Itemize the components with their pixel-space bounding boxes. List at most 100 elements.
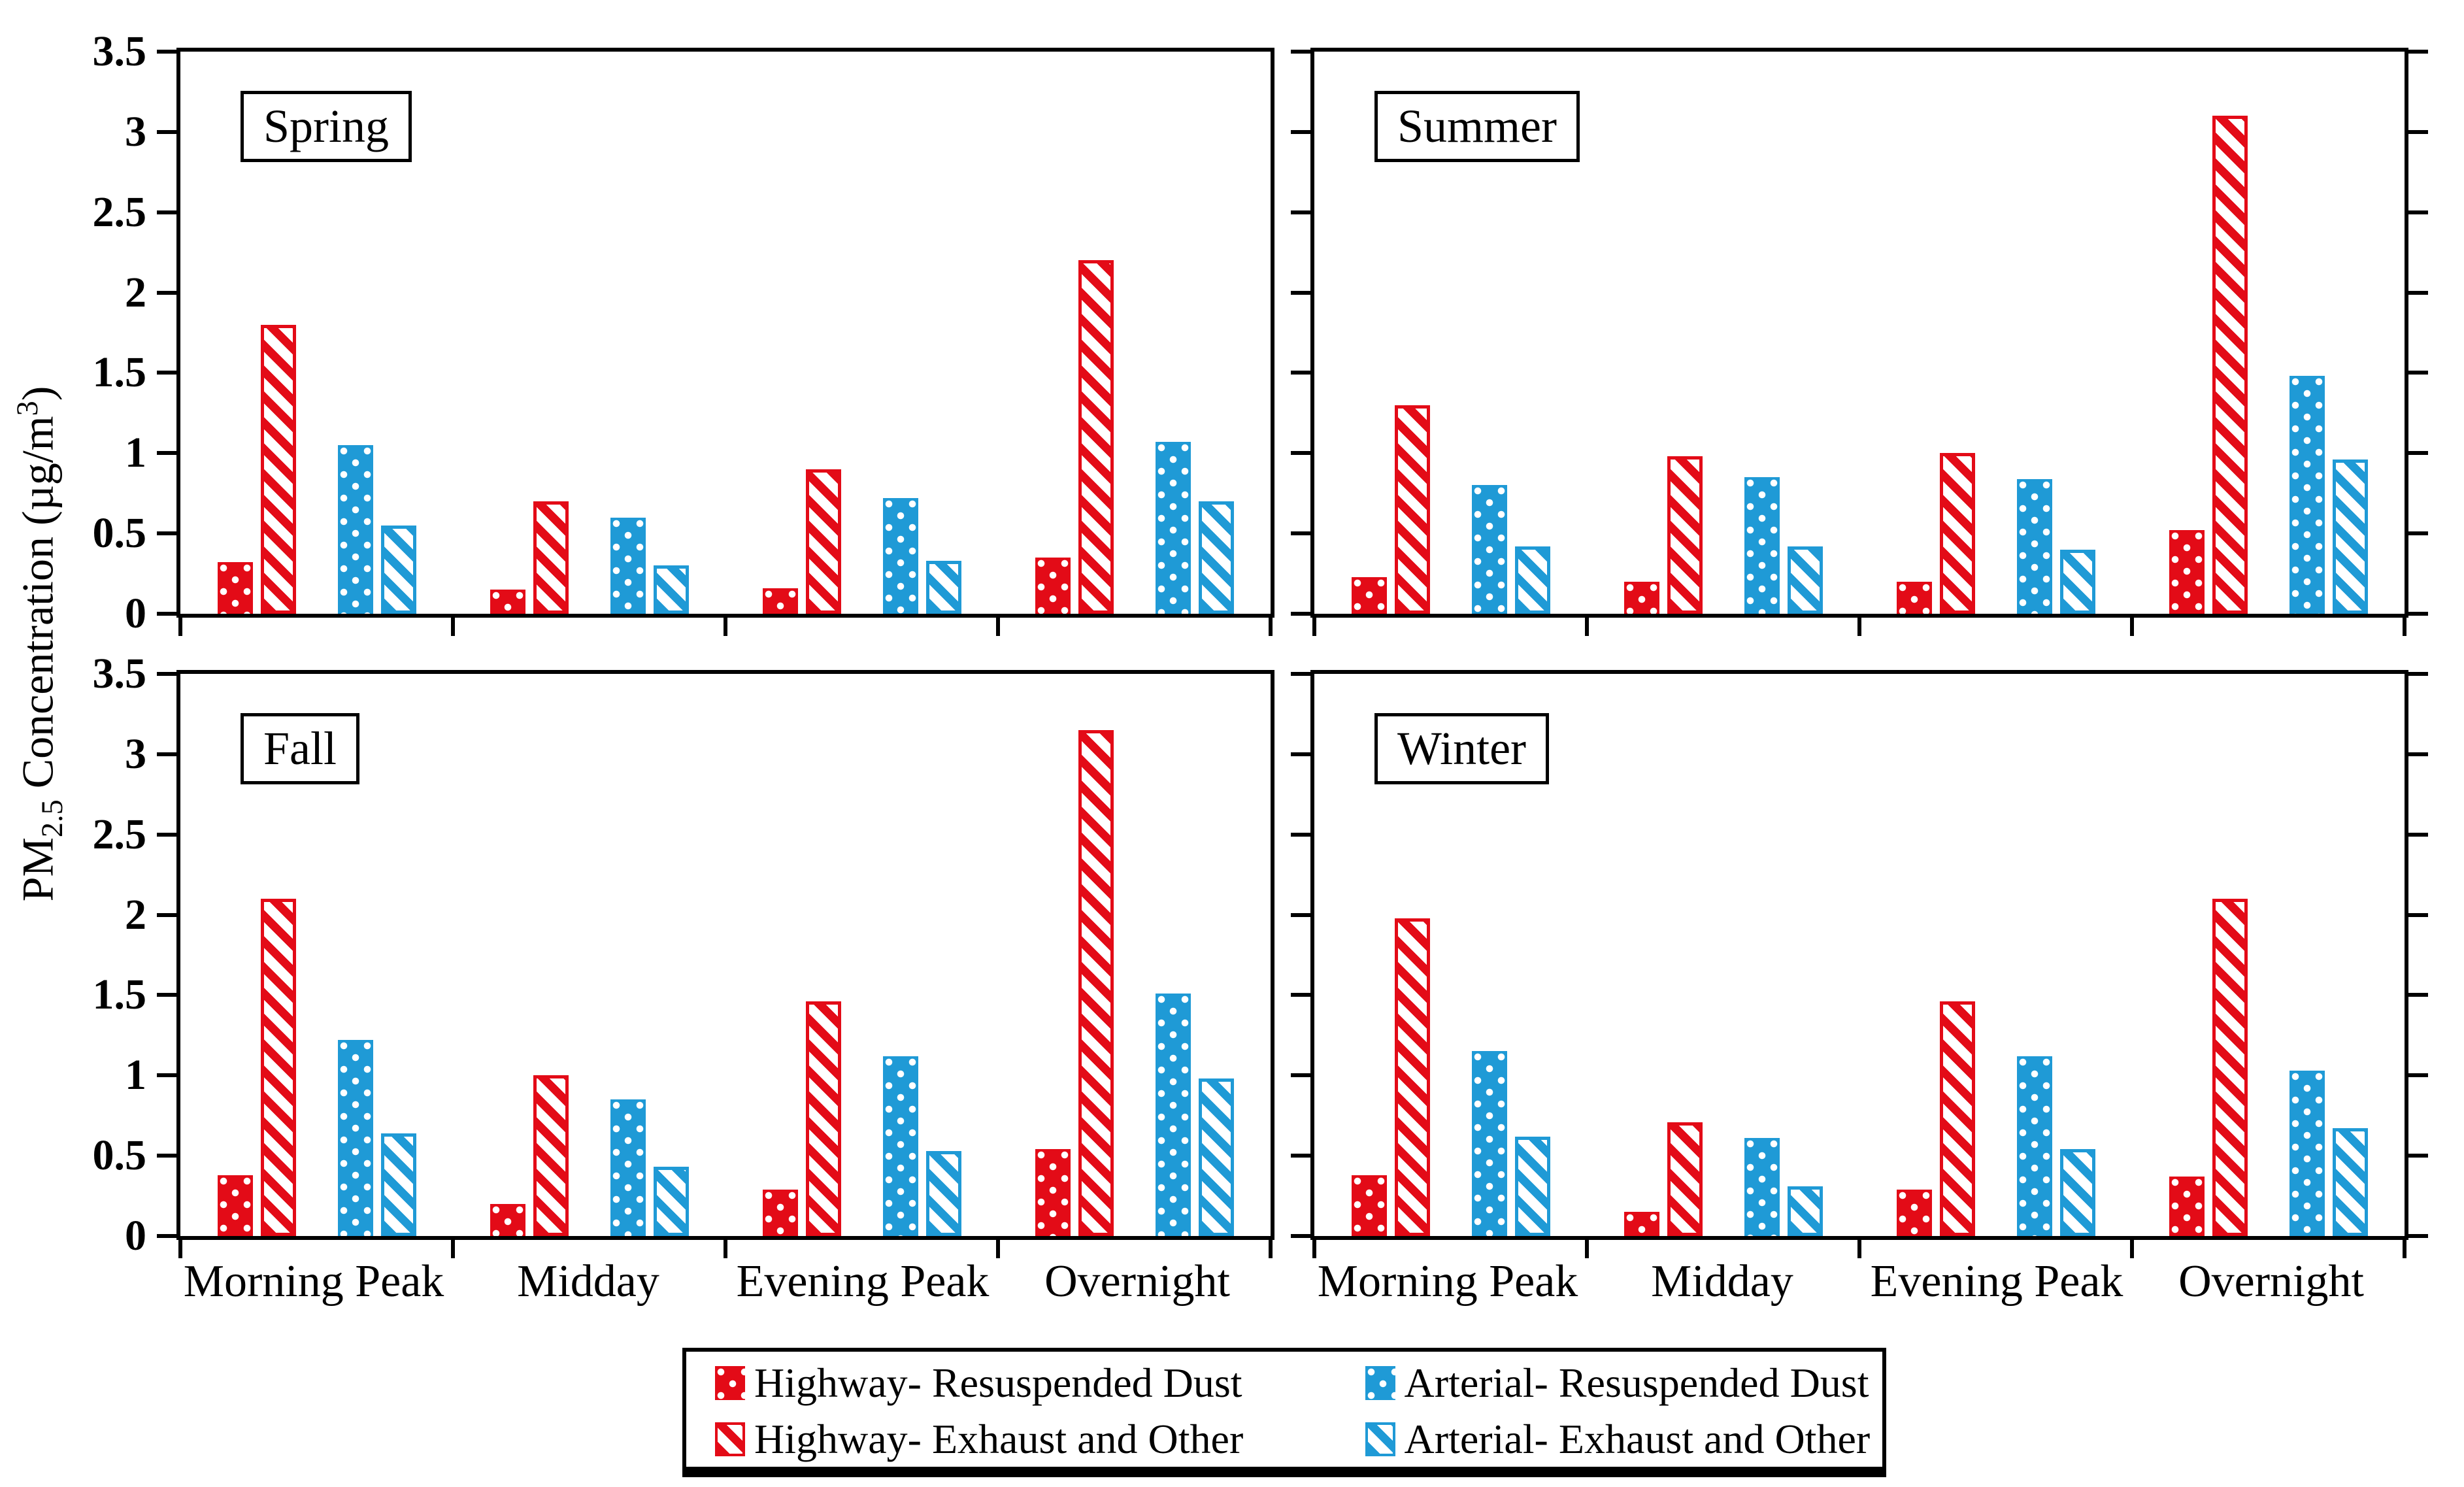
bar [1078, 730, 1114, 1236]
bar-group [725, 674, 998, 1236]
panel-fall: Fall 0 0.5 1 1.5 2 2.5 3 3.5 [93, 652, 1274, 1258]
x-tick [2130, 618, 2134, 636]
x-tick [2130, 1240, 2134, 1258]
legend-item: Arterial- Exhaust and Other [1365, 1418, 1876, 1460]
y-tick [2408, 451, 2428, 456]
y-tick [1291, 50, 1310, 54]
bar [1623, 581, 1659, 614]
y-tick [2408, 50, 2428, 54]
y-tick-label: 1.5 [92, 971, 147, 1019]
y-tick-label: 2.5 [92, 810, 147, 858]
y-tick [2408, 672, 2428, 676]
bar [610, 517, 646, 614]
bar [1896, 1189, 1932, 1236]
bar-group [1587, 52, 1859, 614]
y-tick-label: 2.5 [92, 188, 147, 236]
legend-label: Arterial- Resuspended Dust [1404, 1360, 1869, 1406]
bar-group [998, 674, 1271, 1236]
y-tick-label: 2 [125, 890, 146, 939]
bar-group [1859, 52, 2132, 614]
y-tick-label: 0.5 [92, 1131, 147, 1180]
category-label: Morning Peak [1317, 1256, 1578, 1307]
y-tick [157, 531, 176, 536]
bar [1394, 918, 1430, 1236]
category-label: Overnight [2178, 1256, 2364, 1307]
y-tick [1291, 371, 1310, 375]
y-tick [2408, 993, 2428, 997]
x-tick [178, 1240, 182, 1258]
y-tick [157, 832, 176, 837]
y-tick [1291, 531, 1310, 536]
bar [2332, 459, 2368, 614]
bar [2059, 549, 2095, 614]
plot-area [1314, 52, 2405, 614]
y-tick-label: 0 [125, 590, 146, 637]
x-tick [178, 618, 182, 636]
bar [925, 560, 961, 614]
bar [1198, 501, 1234, 614]
bar-group [1314, 52, 1587, 614]
y-tick [2408, 612, 2428, 616]
y-tick [157, 1073, 176, 1078]
x-tick [724, 1240, 727, 1258]
bar [2332, 1128, 2368, 1236]
bar [2169, 1177, 2205, 1236]
bar [653, 565, 689, 614]
y-tick [1291, 451, 1310, 456]
y-axis-title-superscript: 3 [10, 401, 44, 416]
y-tick [157, 290, 176, 295]
y-tick [2408, 371, 2428, 375]
y-tick-label: 1 [125, 429, 146, 477]
bar [1471, 485, 1507, 614]
y-tick [2408, 832, 2428, 837]
panel-spring: Spring 0 0.5 1 1.5 2 2.5 3 3.5 [93, 30, 1274, 636]
x-tick [1585, 1240, 1589, 1258]
y-tick [157, 210, 176, 214]
bar [2016, 478, 2052, 614]
category-label: Morning Peak [183, 1256, 444, 1307]
panel-summer: Summer [1291, 48, 2428, 636]
y-tick [2408, 210, 2428, 214]
y-tick [2408, 1154, 2428, 1158]
bar-group [453, 52, 725, 614]
bar [380, 525, 416, 614]
x-tick [2403, 1240, 2406, 1258]
x-tick [451, 618, 455, 636]
bar [2212, 899, 2248, 1236]
bar [2059, 1149, 2095, 1236]
bar [1896, 581, 1932, 614]
x-tick [1857, 618, 1861, 636]
bar [2016, 1056, 2052, 1236]
bar [533, 1075, 569, 1236]
y-tick [157, 50, 176, 54]
legend-swatch-arterial-dots [1365, 1366, 1395, 1400]
y-tick-label: 2 [125, 268, 146, 316]
bar [380, 1133, 416, 1236]
legend-item: Highway- Resuspended Dust [715, 1362, 1365, 1404]
bar [1351, 576, 1387, 614]
y-tick [1291, 290, 1310, 295]
bar [2289, 1070, 2325, 1236]
bar [1787, 546, 1823, 614]
category-label: Evening Peak [1870, 1256, 2123, 1307]
y-tick [2408, 752, 2428, 756]
y-tick [1291, 993, 1310, 997]
bar [805, 1001, 841, 1236]
y-tick [2408, 531, 2428, 536]
bar-group [1587, 674, 1859, 1236]
y-tick [157, 672, 176, 676]
x-tick [2403, 618, 2406, 636]
y-tick [2408, 129, 2428, 134]
panel-title-fall: Fall [241, 713, 360, 784]
y-tick [2408, 1073, 2428, 1078]
x-tick [1269, 1240, 1273, 1258]
bar [1198, 1078, 1234, 1236]
bar [337, 445, 373, 614]
bar [762, 588, 798, 614]
y-tick [2408, 290, 2428, 295]
x-tick [1857, 1240, 1861, 1258]
bar [1744, 1138, 1780, 1236]
legend-label: Highway- Resuspended Dust [754, 1360, 1242, 1406]
bar-group [1859, 674, 2132, 1236]
plot-area [180, 674, 1271, 1236]
